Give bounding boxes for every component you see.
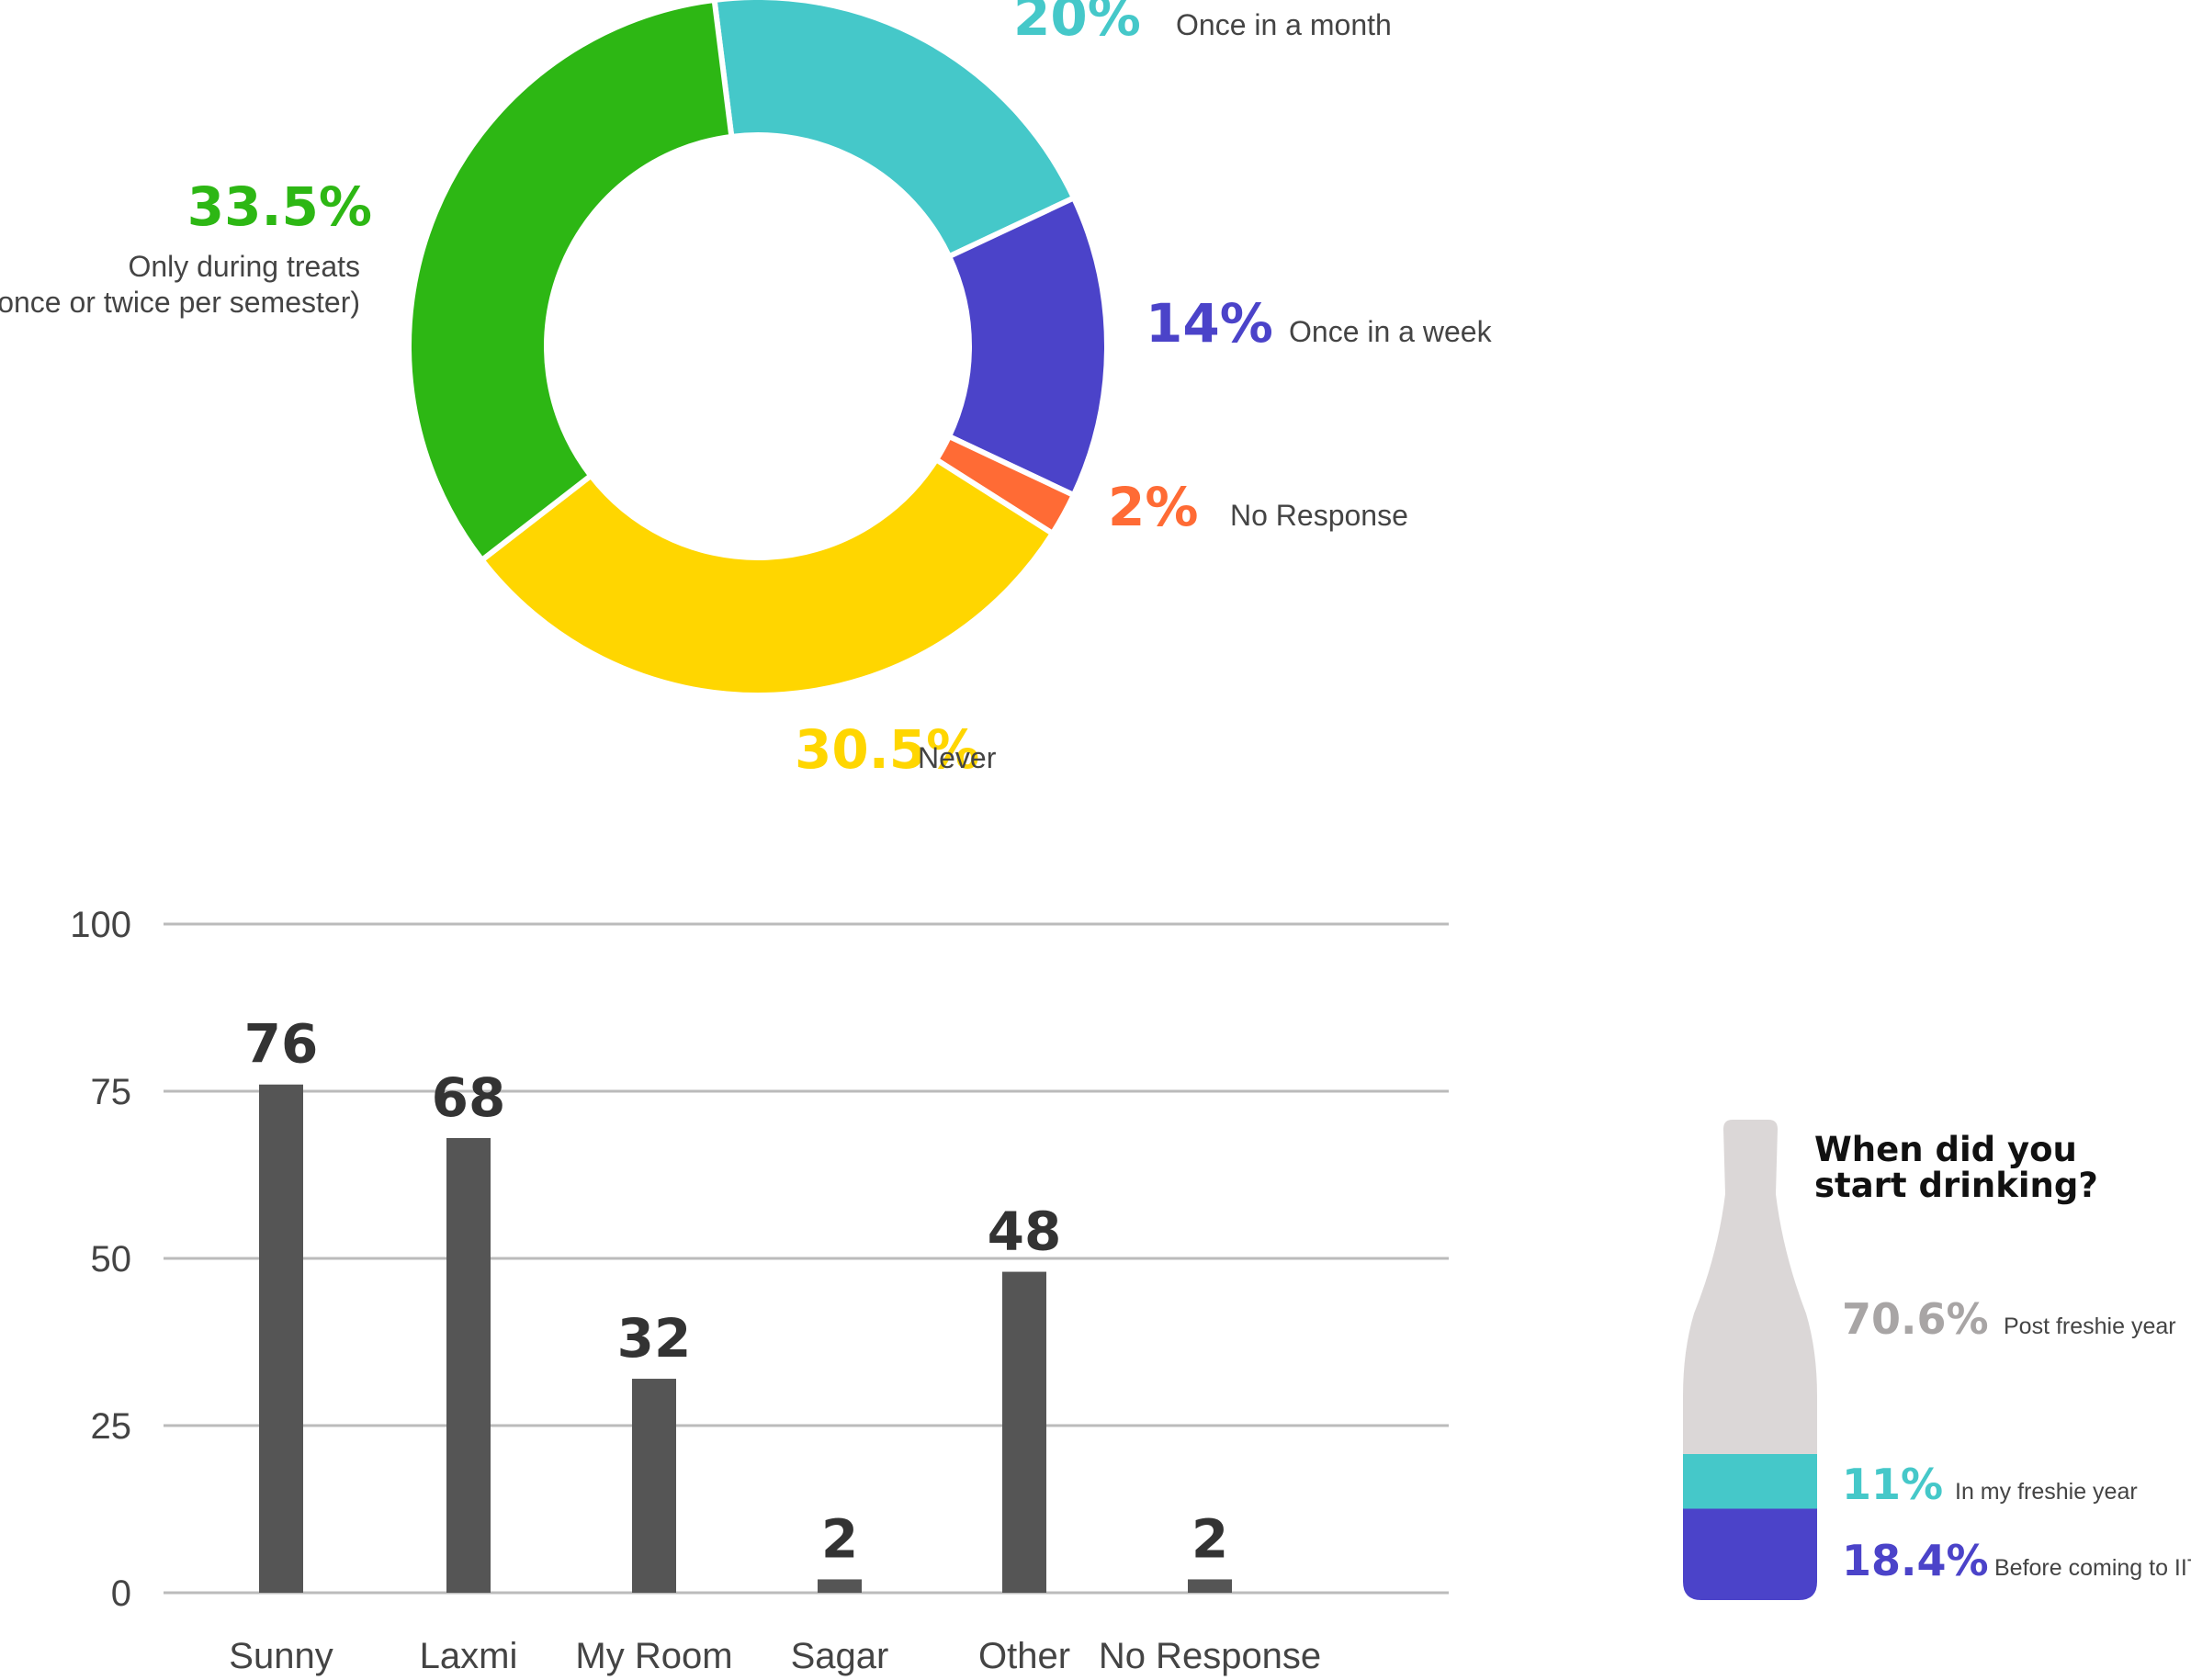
bar-value-label: 2 — [821, 1507, 858, 1570]
x-category-label: Sagar — [791, 1636, 889, 1676]
bottle-percent-label: 70.6% — [1842, 1294, 1989, 1344]
bottle-chart-title: When did you — [1814, 1130, 2077, 1169]
bar — [1188, 1579, 1232, 1593]
bar — [632, 1379, 676, 1593]
bottle-segment — [1683, 1454, 1817, 1509]
bar — [259, 1084, 303, 1593]
y-tick-label: 25 — [91, 1406, 132, 1447]
bar-chart: 0 25 50 75 100 76 Sunny 68 Laxmi 32 My Room 2 Sagar 4… — [70, 905, 1449, 1676]
bar — [818, 1579, 862, 1593]
bar — [1002, 1271, 1046, 1593]
donut-slice — [406, 0, 735, 564]
y-tick-label: 0 — [111, 1573, 131, 1614]
y-tick-label: 100 — [70, 905, 131, 945]
donut-percent-label: 20% — [1013, 0, 1141, 48]
donut-category-label: (once or twice per semester) — [0, 286, 360, 319]
bottle-percent-label: 18.4% — [1842, 1536, 1989, 1585]
bottle-percent-label: 11% — [1842, 1460, 1943, 1509]
x-category-label: Laxmi — [420, 1636, 518, 1676]
bottle-category-label: In my freshie year — [1955, 1479, 2138, 1505]
bottle-category-label: Before coming to IIT — [1994, 1555, 2191, 1581]
x-category-label: Other — [978, 1636, 1070, 1676]
donut-category-label: Once in a week — [1289, 315, 1493, 348]
bottle-category-label: Post freshie year — [2004, 1314, 2176, 1339]
donut-slice — [711, 0, 1078, 261]
donut-percent-label: 30.5% — [795, 718, 979, 781]
bar-value-label: 32 — [617, 1307, 692, 1370]
donut-chart: 20% Once in a month 14% Once in a week 2% No … — [0, 0, 1493, 781]
bottle-chart: 18.4% Before coming to IIT 11% In my freshi… — [1683, 1120, 2191, 1600]
x-category-label: My Room — [575, 1636, 732, 1676]
donut-category-label: No Response — [1230, 499, 1408, 532]
donut-percent-label: 33.5% — [187, 175, 372, 238]
bar-value-label: 76 — [244, 1013, 319, 1076]
bottle-segment — [1683, 1508, 1817, 1600]
bar-value-label: 2 — [1191, 1507, 1228, 1570]
y-tick-label: 50 — [91, 1239, 132, 1280]
donut-category-label: Once in a month — [1176, 8, 1392, 41]
donut-percent-label: 2% — [1108, 476, 1198, 538]
bottle-chart-title: start drinking? — [1814, 1166, 2098, 1205]
bar — [446, 1137, 491, 1593]
x-category-label: No Response — [1099, 1636, 1321, 1676]
x-category-label: Sunny — [229, 1636, 333, 1676]
donut-category-label: Only during treats — [128, 250, 360, 283]
donut-category-label: Never — [918, 741, 997, 774]
y-tick-label: 75 — [91, 1072, 132, 1112]
bar-value-label: 68 — [432, 1066, 506, 1129]
donut-slice — [478, 456, 1056, 698]
donut-percent-label: 14% — [1146, 292, 1273, 355]
bar-value-label: 48 — [988, 1201, 1062, 1263]
bottle-segment — [1683, 1120, 1817, 1454]
